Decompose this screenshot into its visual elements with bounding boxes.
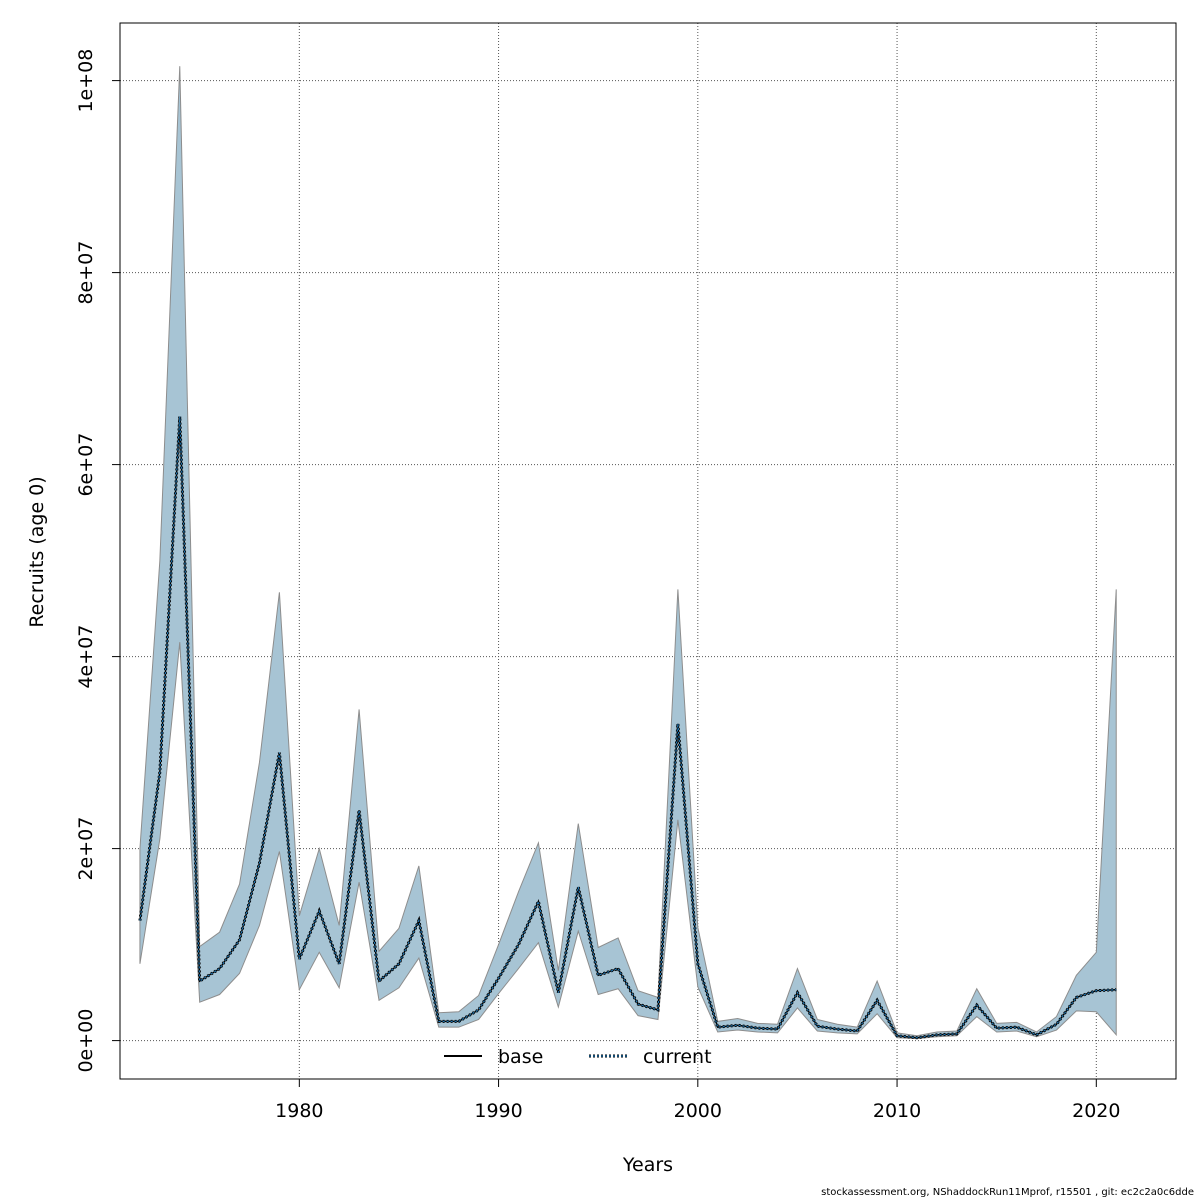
- confidence-band: [139, 66, 1117, 1040]
- legend-base-label: base: [498, 1046, 543, 1068]
- x-tick-label-2010: 2010: [873, 1100, 921, 1122]
- legend: base current: [444, 1046, 712, 1068]
- x-tick-label-1980: 1980: [275, 1100, 323, 1122]
- x-tick-label-1990: 1990: [474, 1100, 522, 1122]
- x-axis: 1980 1990 2000 2010 2020: [275, 1079, 1120, 1122]
- plot-frame: [119, 22, 1177, 1080]
- series-line-current: [139, 416, 1117, 1039]
- x-tick-label-2000: 2000: [674, 1100, 722, 1122]
- y-tick-label-4e+07: 4e+07: [75, 625, 97, 689]
- grid-lines: [120, 23, 1176, 1079]
- y-tick-label-6e+07: 6e+07: [75, 433, 97, 497]
- y-axis: 0e+00 2e+07 4e+07 6e+07 8e+07 1e+08: [75, 49, 120, 1073]
- series-lines-layer: [138, 416, 1117, 1040]
- y-tick-label-0e+00: 0e+00: [75, 1009, 97, 1073]
- y-tick-label-8e+07: 8e+07: [75, 241, 97, 305]
- confidence-band-layer: [139, 66, 1117, 1040]
- x-axis-title: Years: [622, 1154, 673, 1176]
- x-tick-label-2020: 2020: [1072, 1100, 1120, 1122]
- y-axis-title: Recruits (age 0): [26, 476, 48, 627]
- y-tick-label-1e+08: 1e+08: [75, 49, 97, 113]
- y-tick-label-2e+07: 2e+07: [75, 817, 97, 881]
- legend-current-label: current: [643, 1046, 712, 1068]
- footer-credit: stockassessment.org, NShaddockRun11Mprof…: [821, 1187, 1194, 1198]
